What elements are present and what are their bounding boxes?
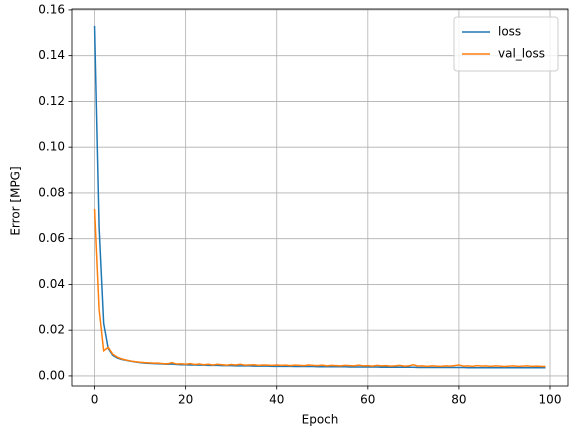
legend-label: val_loss [498,47,545,61]
y-tick-label: 0.06 [38,231,65,245]
x-tick-label: 60 [360,393,375,407]
y-axis-label: Error [MPG] [9,166,23,235]
x-tick-label: 0 [91,393,99,407]
y-tick-label: 0.02 [38,323,65,337]
y-tick-label: 0.00 [38,368,65,382]
x-tick-label: 80 [451,393,466,407]
legend-box [453,16,559,72]
y-tick-label: 0.12 [38,94,65,108]
x-tick-label: 20 [178,393,193,407]
x-tick-label: 40 [269,393,284,407]
line-series [93,208,546,368]
legend-label: loss [498,25,521,39]
y-tick-label: 0.16 [38,2,65,16]
plot-frame [71,8,569,387]
y-tick-label: 0.14 [38,48,65,62]
x-tick-label: 100 [539,393,562,407]
y-tick-label: 0.10 [38,140,65,154]
x-axis-label: Epoch [302,413,339,427]
y-tick-label: 0.08 [38,185,65,199]
y-tick-label: 0.04 [38,277,65,291]
line-series [93,25,546,369]
